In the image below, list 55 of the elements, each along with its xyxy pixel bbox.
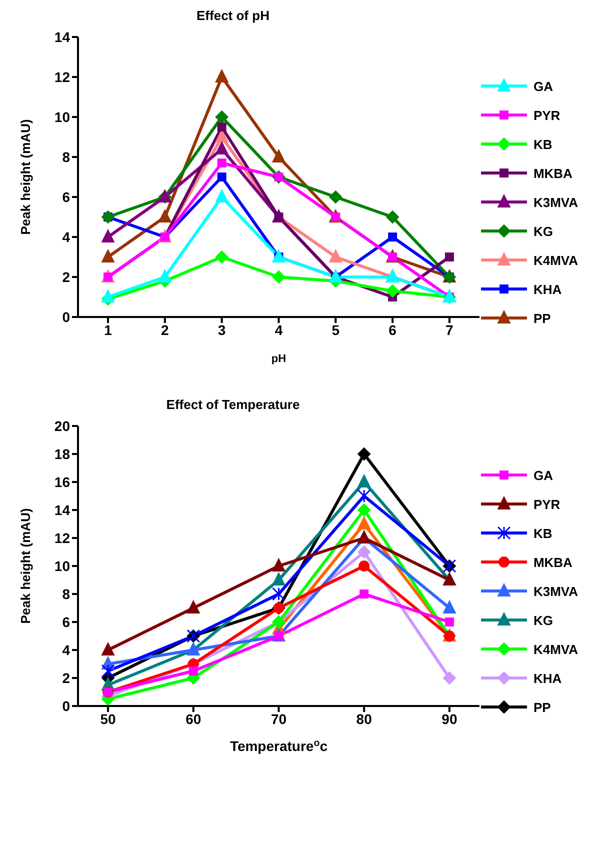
y-tick-label: 4	[62, 642, 70, 658]
legend-label: GA	[533, 78, 553, 94]
legend-label: KG	[533, 612, 553, 628]
y-tick-label: 14	[54, 28, 70, 45]
x-tick-label: 60	[186, 710, 202, 727]
y-tick-label: 2	[62, 268, 70, 285]
y-tick-label: 8	[62, 148, 70, 165]
y-tick-label: 14	[54, 502, 70, 518]
x-tick-label: 80	[356, 710, 372, 727]
legend-label: KHA	[533, 282, 562, 296]
y-tick-label: 6	[62, 188, 70, 205]
x-tick-label: 50	[100, 710, 116, 727]
legend-label: MKBA	[533, 166, 572, 180]
legend-label: KB	[533, 136, 552, 152]
legend-label: GA	[533, 468, 553, 482]
legend-label: KB	[533, 526, 552, 540]
legend-label: KHA	[533, 670, 562, 686]
x-tick-label: 5	[332, 322, 340, 338]
x-tick-label: 4	[274, 322, 283, 338]
legend-label: PP	[533, 700, 551, 714]
y-tick-label: 10	[54, 558, 70, 574]
x-tick-label: 7	[446, 322, 454, 338]
y-tick-label: 4	[62, 228, 70, 245]
legend-label: K3MVA	[533, 194, 578, 210]
y-tick-label: 8	[62, 586, 70, 602]
y-tick-label: 0	[62, 308, 70, 325]
y-tick-label: 6	[62, 614, 70, 630]
y-axis-title: Peak height (mAU)	[18, 508, 33, 624]
y-tick-label: 20	[54, 418, 70, 434]
x-tick-label: 1	[104, 322, 112, 338]
y-tick-label: 10	[54, 108, 70, 125]
legend-label: PYR	[533, 496, 560, 512]
x-tick-label: 3	[218, 322, 226, 338]
x-axis-title: pH	[271, 353, 286, 365]
legend-label: K3MVA	[533, 584, 578, 598]
x-tick-label: 6	[388, 322, 397, 338]
legend-label: PYR	[533, 108, 560, 122]
y-tick-label: 18	[54, 446, 70, 462]
legend-label: PP	[533, 310, 551, 326]
x-tick-label: 90	[442, 710, 458, 727]
legend-label: KG	[533, 224, 553, 238]
y-tick-label: 16	[54, 474, 70, 490]
legend-label: MKBA	[533, 554, 572, 570]
x-tick-label: 2	[161, 322, 170, 338]
y-tick-label: 0	[62, 698, 70, 714]
y-tick-label: 12	[54, 530, 70, 546]
chart-title: Effect of Temperature	[165, 397, 301, 412]
x-tick-label: 70	[270, 710, 287, 727]
x-axis-title: Temperature$^{o}$c	[230, 738, 328, 754]
chart-title: Effect of pH	[196, 8, 270, 23]
legend-label: K4MVA	[533, 642, 578, 656]
y-tick-label: 12	[54, 68, 70, 85]
legend-label: K4MVA	[533, 252, 578, 268]
y-tick-label: 2	[62, 670, 70, 686]
y-axis-title: Peak height (mAU)	[18, 119, 33, 235]
